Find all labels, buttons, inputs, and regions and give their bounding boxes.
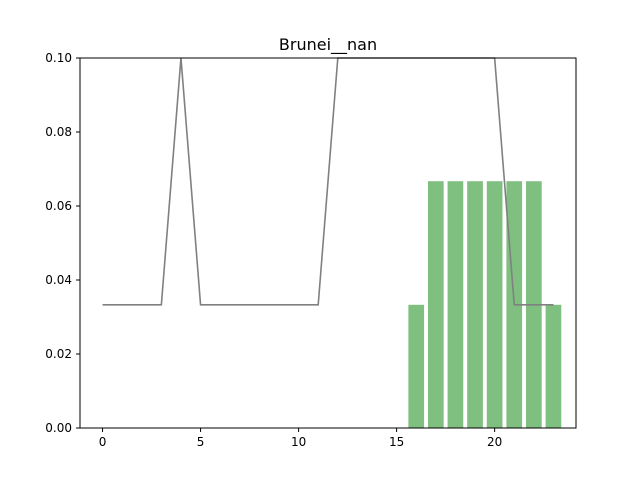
x-tick-label: 0 bbox=[99, 435, 107, 449]
y-axis: 0.00 0.02 0.04 0.06 0.08 0.10 bbox=[45, 51, 80, 435]
chart-title: Brunei__nan bbox=[279, 35, 377, 55]
y-tick-label: 0.02 bbox=[45, 347, 72, 361]
bar bbox=[467, 181, 483, 428]
bar bbox=[427, 181, 444, 428]
x-tick-label: 10 bbox=[291, 435, 306, 449]
bar bbox=[447, 181, 464, 428]
x-tick-label: 15 bbox=[389, 435, 404, 449]
x-tick-label: 5 bbox=[197, 435, 205, 449]
bar bbox=[408, 304, 425, 428]
x-tick-label: 20 bbox=[487, 435, 502, 449]
y-tick-label: 0.00 bbox=[45, 421, 72, 435]
y-tick-label: 0.08 bbox=[45, 125, 72, 139]
bar bbox=[486, 181, 503, 428]
bar bbox=[545, 304, 562, 428]
y-tick-label: 0.10 bbox=[45, 51, 72, 65]
x-axis: 0 5 10 15 20 bbox=[99, 428, 502, 449]
plot-frame bbox=[79, 57, 577, 429]
y-tick-label: 0.04 bbox=[45, 273, 72, 287]
y-tick-label: 0.06 bbox=[45, 199, 72, 213]
